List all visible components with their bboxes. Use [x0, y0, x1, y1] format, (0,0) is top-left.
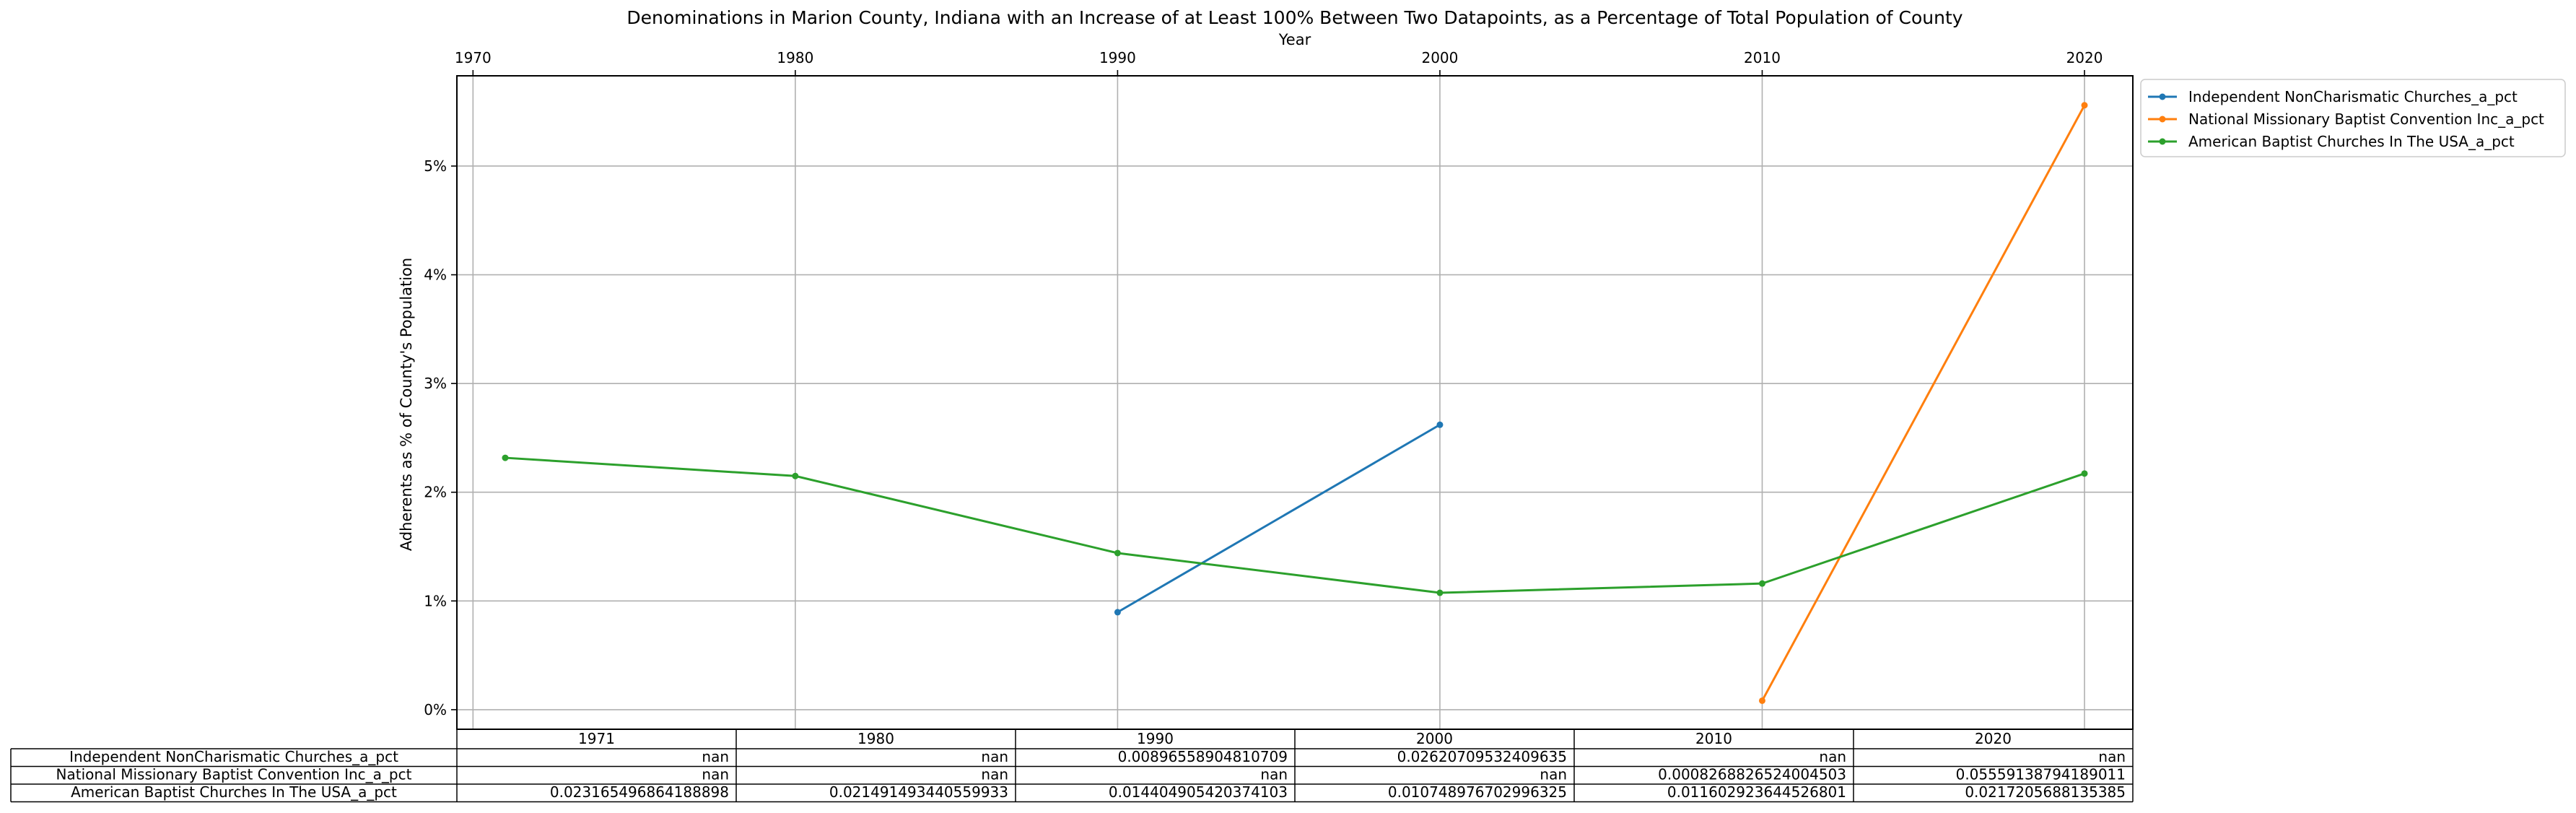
- table-cell: nan: [1819, 748, 1846, 765]
- data-point: [502, 454, 509, 461]
- table-col-header: 2000: [1416, 730, 1453, 747]
- x-tick-label: 1990: [1099, 49, 1136, 66]
- table-cell: 0.021491493440559933: [829, 783, 1008, 801]
- legend-swatch-marker: [2159, 138, 2166, 145]
- data-table: 1971 1980 1990 2000 2010 2020 Independent NonC…: [10, 729, 2134, 803]
- table-col-header: 2010: [1695, 730, 1732, 747]
- y-tick-label: 1%: [424, 592, 447, 609]
- data-point: [2081, 102, 2088, 109]
- table-cell: 0.023165496864188898: [550, 783, 729, 801]
- table-cell: 0.011602923644526801: [1667, 783, 1846, 801]
- table-cell: nan: [2098, 748, 2126, 765]
- x-axis-label: Year: [1278, 31, 1311, 48]
- legend-swatch-marker: [2159, 116, 2166, 123]
- plot-frame: [456, 75, 2134, 730]
- table-row-label: American Baptist Churches In The USA_a_p…: [71, 783, 397, 801]
- y-tick-label: 2%: [424, 484, 447, 501]
- y-tick-label: 4%: [424, 266, 447, 284]
- table-cell: 0.014404905420374103: [1109, 783, 1288, 801]
- y-axis-label: Adherents as % of County's Population: [398, 258, 415, 551]
- table-col-header: 1980: [857, 730, 894, 747]
- x-tick-label: 1980: [777, 49, 813, 66]
- legend-box: [2140, 79, 2566, 157]
- y-axis-ticks: 0% 1% 2% 3% 4% 5%: [424, 157, 457, 718]
- table-col-header: 2020: [1975, 730, 2012, 747]
- data-point: [792, 472, 799, 479]
- table-col-header: 1990: [1137, 730, 1174, 747]
- y-tick-label: 0%: [424, 701, 447, 718]
- legend: Independent NonCharismatic Churches_a_pc…: [2140, 79, 2566, 157]
- series-line-1: [1761, 105, 2086, 702]
- table-cell: nan: [702, 766, 729, 783]
- table-col-header: 1971: [578, 730, 615, 747]
- data-point: [1758, 697, 1765, 704]
- data-point: [1758, 580, 1765, 587]
- legend-label: American Baptist Churches In The USA_a_p…: [2188, 133, 2515, 150]
- data-point: [1114, 609, 1121, 616]
- data-point: [2081, 470, 2088, 477]
- data-point: [1436, 421, 1444, 428]
- table-cell: 0.05559138794189011: [1956, 766, 2126, 783]
- x-tick-label: 1970: [455, 49, 492, 66]
- legend-label: Independent NonCharismatic Churches_a_pc…: [2188, 88, 2518, 105]
- legend-label: National Missionary Baptist Convention I…: [2188, 110, 2544, 128]
- table-row-label: Independent NonCharismatic Churches_a_pc…: [69, 748, 398, 765]
- series-line-2: [505, 456, 2085, 594]
- y-tick-label: 3%: [424, 375, 447, 392]
- table-cell: nan: [1540, 766, 1567, 783]
- data-point: [1436, 589, 1444, 596]
- table-cell: nan: [981, 766, 1008, 783]
- table-cell: 0.0008268826524004503: [1658, 766, 1846, 783]
- plot-series: [502, 102, 2088, 704]
- table-cell: nan: [1260, 766, 1288, 783]
- chart-title: Denominations in Marion County, Indiana …: [626, 7, 1962, 28]
- series-line-0: [1117, 423, 1441, 614]
- data-point: [1114, 549, 1121, 557]
- table-cell: 0.00896558904810709: [1118, 748, 1288, 765]
- grid: [457, 76, 2133, 729]
- table-row-label: National Missionary Baptist Convention I…: [56, 766, 412, 783]
- x-axis-ticks: 1970 1980 1990 2000 2010 2020: [455, 49, 2103, 76]
- x-tick-label: 2020: [2066, 49, 2103, 66]
- table-cell: 0.02620709532409635: [1397, 748, 1567, 765]
- table-cell: nan: [981, 748, 1008, 765]
- table-cell: nan: [702, 748, 729, 765]
- x-tick-label: 2000: [1421, 49, 1458, 66]
- table-cell: 0.010748976702996325: [1388, 783, 1567, 801]
- table-cell: 0.0217205688135385: [1965, 783, 2126, 801]
- y-tick-label: 5%: [424, 157, 447, 175]
- legend-swatch-marker: [2159, 93, 2166, 100]
- x-tick-label: 2010: [1744, 49, 1781, 66]
